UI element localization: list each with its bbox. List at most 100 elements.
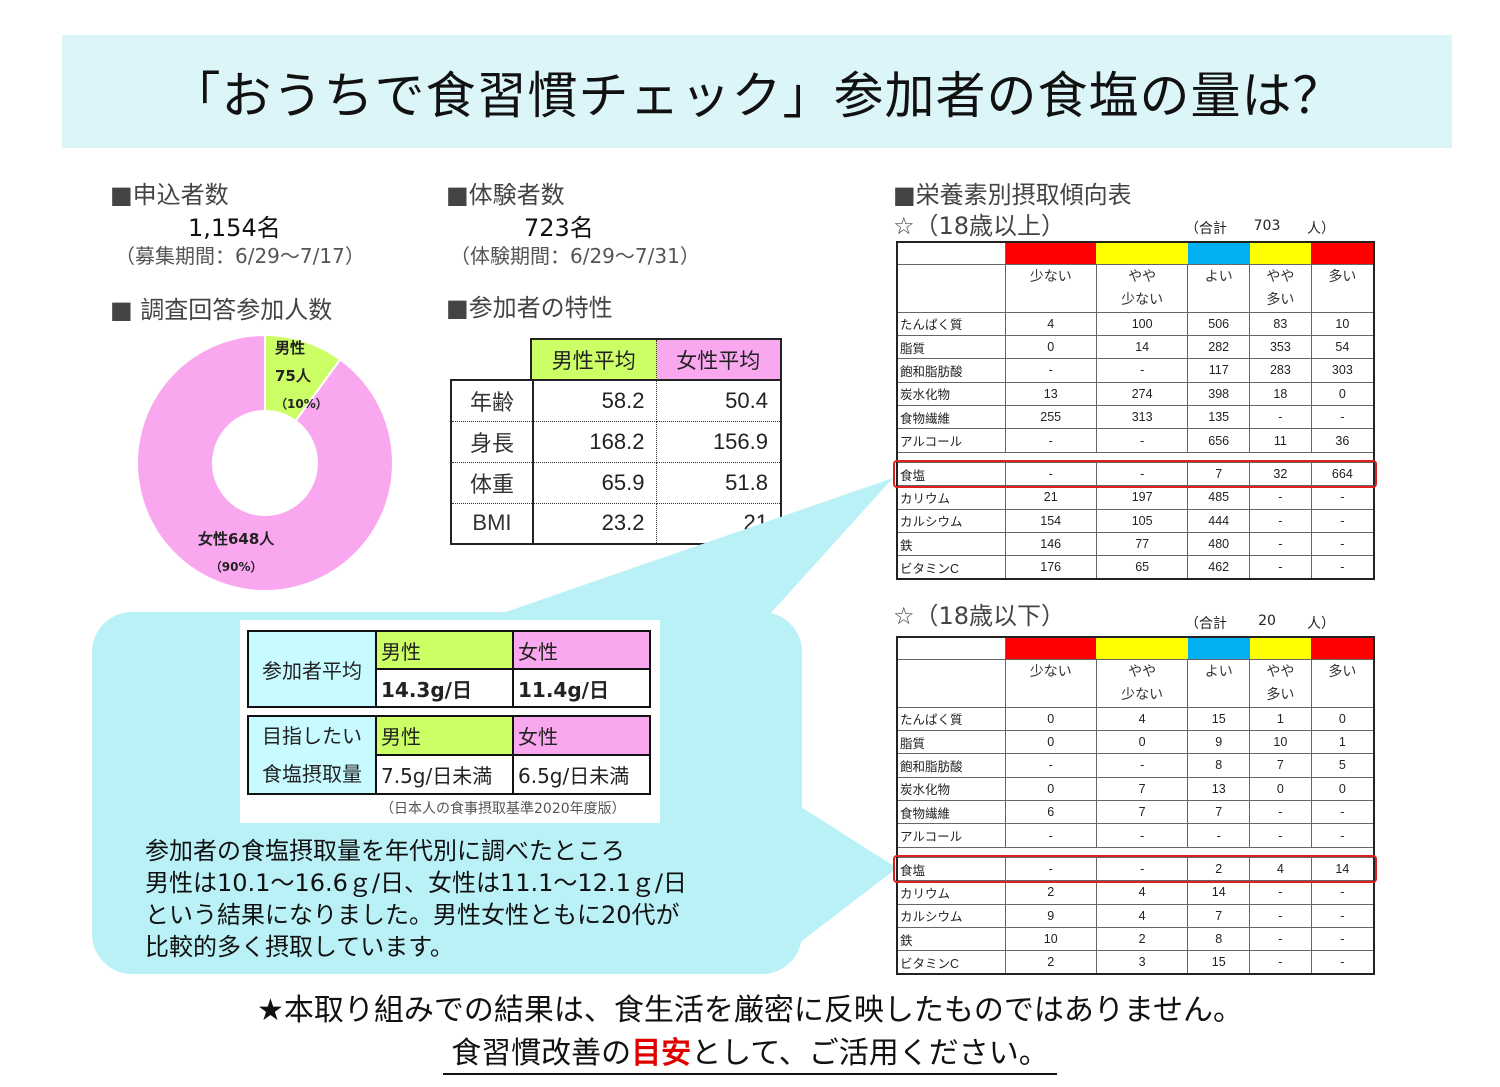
adult-salt-highlight [893,460,1377,488]
rating-color-swatch [1311,637,1374,659]
salt-source: （日本人の食事摂取基準2020年度版） [380,801,626,817]
target-label-1: 目指したい [262,724,362,748]
minor-total: （合計 20 人） [1185,613,1335,633]
nutrient-row: アルコール - -656 11 36 [896,428,1375,453]
applicants-heading: ■申込者数 [110,181,229,209]
nutrient-name: たんぱく質 [896,706,1006,731]
applicants-value: 1,154名 [188,214,281,242]
minor-salt-highlight [893,855,1377,883]
adult-nutrition-table: 少ない やや 少ない よい やや 多い 多い たんぱく質 4 100 506 83 10 脂質 0 14 2… [896,241,1375,581]
nutrient-count: 0 [1004,729,1097,755]
nutrient-name: 食物繊維 [896,405,1006,430]
nutrient-count: 21 [1004,485,1097,510]
page-title: 「おうちで食習慣チェック」参加者の食塩の量は？ [170,66,1344,125]
nutrient-count: 0 [1249,776,1312,802]
nutrient-count: 13 [1187,776,1251,802]
nutrient-row: 脂質 0 14 282 353 54 [896,334,1375,360]
traits-female-value: 156.9 [656,421,781,463]
salt-summary-text: 参加者の食塩摂取量を年代別に調べたところ 男性は10.1〜16.6ｇ/日、女性は… [145,835,687,963]
nutrient-count: 303 [1310,358,1375,383]
nutrient-row: たんぱく質 0 4 15 1 0 [896,706,1375,731]
total-suffix: 人） [1306,616,1335,632]
nutrient-name: 炭水化物 [896,381,1006,407]
nutrient-count: 0 [1004,334,1097,360]
nutrient-name: 飽和脂肪酸 [896,358,1006,383]
nutrient-row: 炭水化物 0 7 13 0 0 [896,776,1375,802]
male-count: 75人 [275,367,311,385]
adult-table-title: ☆（18歳以上） [893,212,1066,240]
nutrient-count: 14 [1187,880,1251,905]
avg-male-value: 14.3g/日 [375,668,514,708]
nutrient-count: 36 [1310,428,1375,453]
nutrient-count: - [1310,927,1375,952]
nutrient-count: 15 [1187,950,1251,975]
nutrient-row: カリウム 21 197 485- - [896,485,1375,510]
nutrient-count: - [1249,823,1312,848]
nutrient-count: 7 [1095,800,1189,825]
nutrient-name: 脂質 [896,729,1006,755]
nutrient-count: 7 [1249,753,1312,778]
traits-male-value: 168.2 [532,421,658,463]
traits-row: 身長 168.2 156.9 [451,421,781,463]
nutrient-count: 18 [1249,381,1312,407]
nutrient-count: - [1310,485,1375,510]
rating-color-swatch [1249,242,1312,264]
nutrient-count: 154 [1004,508,1097,534]
nutrient-count: 9 [1187,729,1251,755]
traits-row-label: BMI [451,503,534,544]
usage-note-emphasis: 目安 [631,1036,692,1071]
nutrient-count: 77 [1095,532,1189,557]
nutrient-row: 飽和脂肪酸 - -117 283 303 [896,358,1375,383]
usage-note-b: として、ご活用ください。 [691,1036,1049,1071]
nutrient-row: たんぱく質 4 100 506 83 10 [896,311,1375,336]
traits-col-male: 男性平均 [532,340,657,380]
nutrient-count: - [1310,508,1375,534]
nutrient-row: 脂質 0 0 9 10 1 [896,729,1375,755]
applicants-note: （募集期間：6/29〜7/17） [115,244,365,268]
nutrient-count: 65 [1095,555,1189,580]
nutrient-count: 506 [1187,311,1251,336]
nutrient-count: 8 [1187,753,1251,778]
nutrient-row: 炭水化物 13 274 398 18 0 [896,381,1375,407]
nutrient-row: 食塩 - -7 32 664 [896,461,1375,487]
total-prefix: （合計 [1185,616,1227,632]
nutrient-count: 7 [1095,776,1189,802]
nutrient-count: 146 [1004,532,1097,557]
nutrient-count: 313 [1095,405,1189,430]
summary-line: 参加者の食塩摂取量を年代別に調べたところ [145,837,625,865]
rating-header: よい [1187,263,1251,313]
nutrient-count: - [1004,358,1097,383]
rating-header: やや 少ない [1095,658,1189,708]
nutrient-count: 0 [1004,706,1097,731]
nutrient-row: カルシウム 9 4 7- - [896,903,1375,929]
nutrient-count: 398 [1187,381,1251,407]
rating-header: 多い [1310,658,1375,708]
nutrient-name: 鉄 [896,532,1006,557]
nutrient-count: 4 [1095,880,1189,905]
nutrient-count: 117 [1187,358,1251,383]
nutrient-count: - [1310,555,1375,580]
nutrient-count: - [1249,800,1312,825]
nutrient-count: 480 [1187,532,1251,557]
nutrient-count: 7 [1187,800,1251,825]
nutrient-count: - [1249,950,1312,975]
nutrient-name: アルコール [896,428,1006,453]
salt-table-panel: 参加者平均 男性 女性 14.3g/日 11.4g/日 目指したい 食塩摂取量 男… [240,620,660,823]
rating-header: よい [1187,658,1251,708]
participants-value: 723名 [524,214,594,242]
nutrient-count: 176 [1004,555,1097,580]
nutrient-row: カリウム 2 4 14- - [896,880,1375,905]
nutrient-count: 3 [1095,950,1189,975]
traits-row: 年齢 58.2 50.4 [451,380,781,422]
nutrient-count: 444 [1187,508,1251,534]
nutrient-count: - [1249,485,1312,510]
nutrient-count: 105 [1095,508,1189,534]
male-pct: （10%） [275,397,328,411]
female-pct: （90%） [209,560,263,574]
traits-col-female: 女性平均 [656,340,780,380]
target-female-value: 6.5g/日未満 [512,754,651,795]
total-suffix: 人） [1306,221,1335,237]
avg-label: 参加者平均 [247,630,377,708]
nutrient-count: - [1004,753,1097,778]
